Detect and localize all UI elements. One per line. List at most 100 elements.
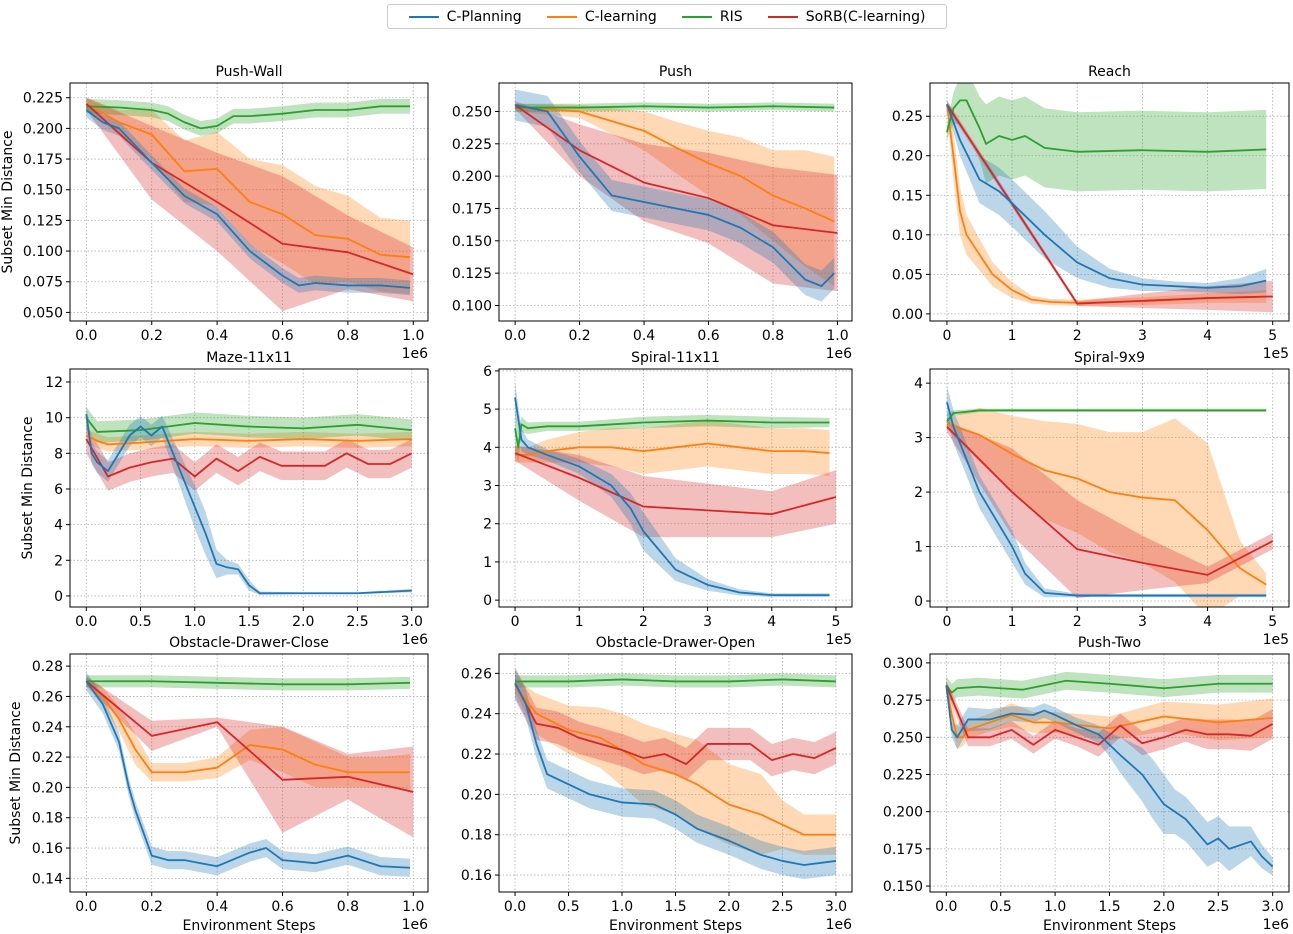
plot-area	[85, 405, 413, 596]
x-tick-label: 1	[1008, 328, 1017, 344]
subplot-title: Spiral-11x11	[631, 350, 720, 366]
x-tick-label: 3.0	[1262, 899, 1284, 915]
confidence-band	[86, 424, 412, 491]
y-tick-label: 0.20	[32, 780, 63, 796]
y-tick-label: 0.300	[883, 656, 923, 672]
axes-frame	[498, 368, 853, 608]
y-tick-label: 0.075	[23, 275, 63, 291]
confidence-band	[946, 83, 1267, 192]
series-line	[514, 683, 837, 766]
legend-label: C-learning	[584, 8, 657, 25]
y-tick-label: 0.225	[23, 91, 63, 107]
confidence-band	[946, 680, 1273, 750]
x-tick-label: 1.5	[1098, 899, 1120, 915]
x-offset-label: 1e6	[1263, 917, 1290, 933]
y-tick-label: 0.125	[23, 213, 63, 229]
y-tick-label: 0.150	[883, 879, 923, 895]
y-axis-label: Subset Min Distance	[8, 701, 24, 844]
series-line	[514, 419, 830, 449]
y-tick-label: 0.26	[32, 689, 63, 705]
legend-item: RIS	[681, 9, 743, 25]
plot-area	[946, 83, 1273, 313]
x-tick-label: 0.6	[271, 328, 293, 344]
y-tick-label: 0.225	[452, 137, 492, 153]
x-tick-label: 0.0	[75, 328, 97, 344]
y-tick-label: 0.150	[452, 234, 492, 250]
x-tick-label: 0.5	[557, 899, 579, 915]
x-offset-label: 1e6	[826, 917, 853, 933]
y-axis-label: Subset Min Distance	[20, 416, 36, 559]
series-line	[515, 678, 836, 683]
x-tick-label: 1.0	[402, 328, 424, 344]
subplot-title: Push-Wall	[215, 64, 282, 80]
series-line	[86, 680, 411, 686]
x-tick-label: 0.0	[504, 328, 526, 344]
plot-area	[946, 385, 1274, 607]
x-offset-label: 1e5	[1263, 632, 1289, 648]
x-tick-label: 2.0	[718, 899, 740, 915]
series-line	[514, 684, 836, 836]
x-tick-label: 0.2	[141, 328, 163, 344]
x-offset-label: 1e6	[402, 917, 429, 933]
x-tick-label: 2.5	[1207, 899, 1229, 915]
legend-label: SoRB(C-learning)	[805, 8, 926, 25]
y-tick-label: 0	[914, 594, 923, 610]
y-tick-label: 0.175	[883, 842, 923, 858]
confidence-band	[86, 97, 411, 295]
y-tick-label: 3	[483, 479, 492, 495]
axes-frame	[498, 653, 853, 893]
x-tick-label: 1	[575, 614, 584, 630]
x-axis-label: Environment Steps	[182, 918, 315, 934]
y-tick-label: 0.25	[892, 109, 923, 125]
x-tick-label: 4	[1203, 328, 1212, 344]
x-tick-label: 0	[511, 614, 520, 630]
plot-area	[514, 89, 838, 302]
x-tick-label: 1.5	[664, 899, 686, 915]
confidence-band	[946, 421, 1273, 599]
y-tick-label: 0.250	[883, 730, 923, 746]
subplot: 0 1 2 3 4 5 0 1 2 3 4 Spiral-9x9 1e5	[914, 350, 1290, 648]
confidence-band	[515, 667, 836, 781]
series-line	[85, 103, 411, 259]
plot-area	[514, 382, 837, 598]
y-tick-label: 6	[483, 364, 492, 380]
y-tick-label: 0.18	[461, 828, 492, 844]
y-tick-label: 8	[54, 446, 63, 462]
subplot: 0.0 0.2 0.4 0.6 0.8 1.0 0.14 0.16 0.18 0.20 0.22 0.…	[8, 635, 429, 934]
legend-line-icon	[681, 15, 712, 18]
x-offset-label: 1e6	[402, 346, 429, 362]
y-tick-label: 0.125	[452, 266, 492, 282]
subplot: 0.0 0.2 0.4 0.6 0.8 1.0 0.050 0.075 0.100 0.125 0.…	[0, 64, 429, 362]
y-tick-label: 6	[54, 482, 63, 498]
x-tick-label: 2	[1073, 328, 1082, 344]
y-tick-label: 2	[914, 485, 923, 501]
y-tick-label: 0.24	[32, 720, 63, 736]
series-line	[85, 680, 411, 774]
y-tick-label: 0.200	[883, 805, 923, 821]
series-line	[946, 401, 1267, 597]
series-line	[514, 104, 835, 287]
x-tick-label: 5	[1268, 614, 1277, 630]
y-tick-label: 0.200	[23, 121, 63, 137]
x-tick-label: 4	[767, 614, 776, 630]
x-offset-label: 1e5	[1263, 346, 1289, 362]
x-tick-label: 1.0	[184, 614, 206, 630]
y-tick-label: 1	[483, 555, 492, 571]
legend-line-icon	[408, 15, 439, 18]
x-tick-label: 0.8	[337, 899, 359, 915]
x-tick-label: 0.0	[935, 899, 957, 915]
x-tick-label: 2	[1073, 614, 1082, 630]
series-line	[945, 685, 1274, 868]
confidence-band	[515, 89, 835, 302]
series-line	[515, 442, 830, 456]
legend-item: C-Planning	[408, 9, 522, 25]
confidence-band	[86, 97, 414, 312]
y-tick-label: 2	[54, 553, 63, 569]
legend-item: C-learning	[546, 8, 657, 25]
y-tick-label: 0.14	[32, 871, 63, 887]
x-tick-label: 1.0	[402, 899, 424, 915]
confidence-band	[946, 680, 1273, 757]
plot-area	[945, 671, 1274, 876]
x-tick-label: 2.0	[1153, 899, 1175, 915]
x-tick-label: 0.4	[206, 328, 228, 344]
